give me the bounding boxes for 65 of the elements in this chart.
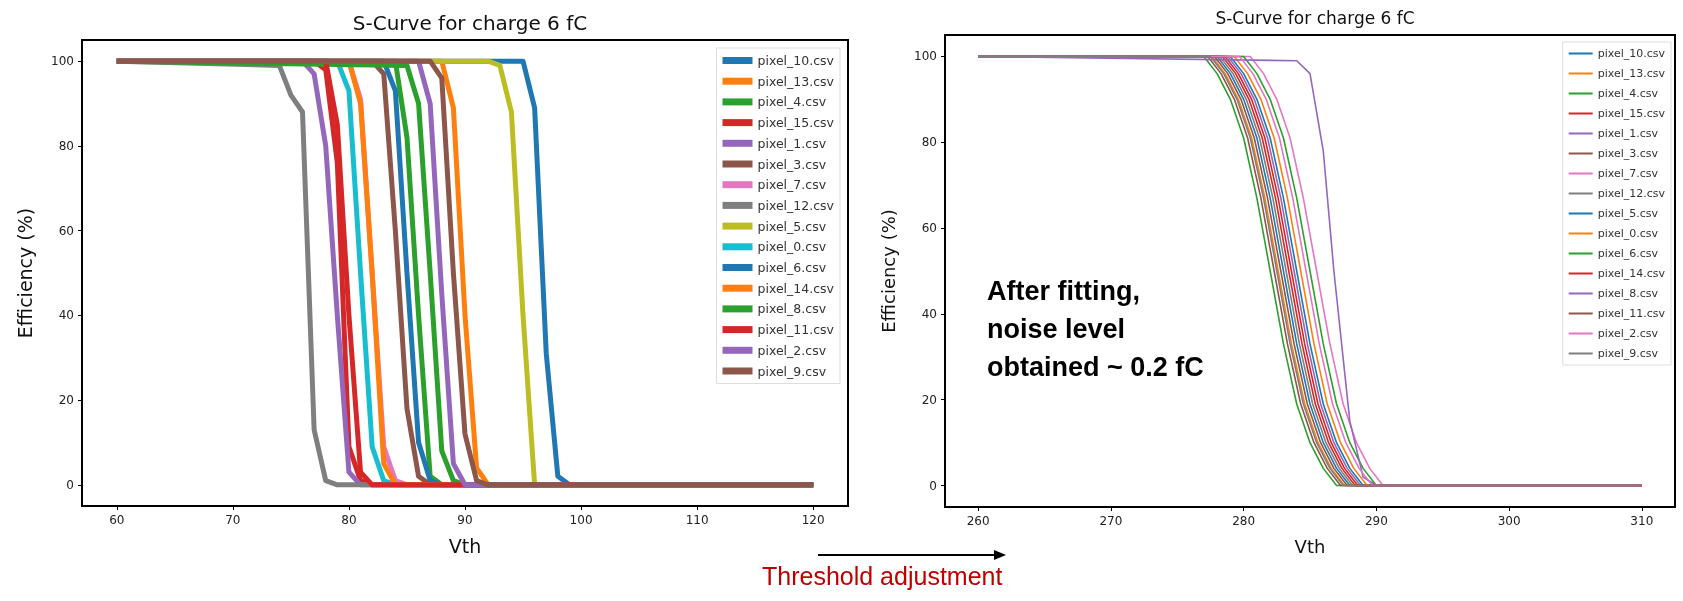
legend-label: pixel_0.csv — [1597, 227, 1659, 240]
x-tick-label: 280 — [1232, 514, 1256, 528]
legend-label: pixel_2.csv — [757, 342, 827, 358]
y-tick-label: 60 — [58, 223, 74, 238]
y-tick-label: 80 — [921, 135, 937, 150]
legend-label: pixel_15.csv — [757, 115, 835, 131]
x-axis-title: Vth — [1294, 535, 1326, 557]
legend-label: pixel_10.csv — [1597, 47, 1666, 60]
annotation: After fitting, noise level obtained ~ 0.2 fC — [987, 276, 1204, 382]
legend-label: pixel_14.csv — [1597, 267, 1666, 280]
y-axis-title: Efficiency (%) — [13, 207, 36, 339]
legend-label: pixel_7.csv — [1597, 167, 1659, 180]
legend-label: pixel_4.csv — [1597, 87, 1659, 100]
legend-label: pixel_0.csv — [757, 239, 827, 255]
legend-label: pixel_13.csv — [757, 73, 835, 89]
x-tick-label: 110 — [685, 513, 709, 527]
legend-label: pixel_12.csv — [757, 197, 835, 213]
legend-label: pixel_8.csv — [757, 301, 827, 317]
y-tick-label: 20 — [58, 393, 74, 408]
y-tick-label: 100 — [914, 49, 937, 64]
x-tick-label: 260 — [966, 514, 990, 528]
x-tick-label: 80 — [341, 513, 357, 527]
legend-label: pixel_11.csv — [1597, 307, 1666, 320]
legend-label: pixel_13.csv — [1597, 67, 1666, 80]
legend-label: pixel_8.csv — [1597, 287, 1659, 300]
y-tick-label: 0 — [66, 477, 74, 492]
y-tick-label: 40 — [58, 308, 74, 323]
legend-label: pixel_12.csv — [1597, 187, 1666, 200]
y-tick-label: 20 — [921, 392, 937, 407]
legend-label: pixel_14.csv — [757, 280, 835, 296]
legend-label: pixel_4.csv — [757, 94, 827, 110]
legend-label: pixel_9.csv — [757, 363, 827, 379]
y-tick-label: 0 — [929, 478, 937, 493]
legend-label: pixel_5.csv — [1597, 207, 1659, 220]
legend-label: pixel_11.csv — [757, 322, 835, 338]
chart-title: S-Curve for charge 6 fC — [352, 11, 588, 35]
legend-label: pixel_3.csv — [1597, 147, 1659, 160]
y-tick-label: 80 — [58, 138, 74, 153]
legend-label: pixel_2.csv — [1597, 327, 1659, 340]
x-tick-label: 120 — [801, 513, 825, 527]
x-tick-label: 100 — [569, 513, 593, 527]
legend-label: pixel_15.csv — [1597, 107, 1666, 120]
x-tick-label: 290 — [1364, 514, 1388, 528]
legend-label: pixel_3.csv — [757, 156, 827, 172]
x-tick-label: 270 — [1099, 514, 1123, 528]
text: Threshold adjustment — [762, 562, 1003, 591]
legend-label: pixel_10.csv — [757, 53, 835, 68]
legend-label: pixel_1.csv — [1597, 127, 1659, 140]
x-tick-label: 60 — [109, 513, 125, 527]
legend-label: pixel_9.csv — [1597, 347, 1659, 360]
chart-title: S-Curve for charge 6 fC — [1215, 7, 1415, 28]
x-tick-label: 70 — [225, 513, 241, 527]
x-tick-label: 90 — [457, 513, 473, 527]
x-axis-title: Vth — [448, 534, 482, 557]
y-axis-title: Efficiency (%) — [877, 209, 899, 333]
legend-label: pixel_6.csv — [757, 260, 827, 275]
y-tick-label: 40 — [921, 306, 937, 321]
y-tick-label: 100 — [51, 54, 74, 69]
legend-label: pixel_6.csv — [1597, 247, 1659, 260]
y-tick-label: 60 — [921, 221, 937, 236]
legend-label: pixel_1.csv — [757, 135, 827, 151]
x-tick-label: 310 — [1630, 514, 1654, 528]
x-tick-label: 300 — [1497, 514, 1521, 528]
legend-label: pixel_7.csv — [757, 177, 827, 193]
legend-label: pixel_5.csv — [757, 218, 827, 234]
